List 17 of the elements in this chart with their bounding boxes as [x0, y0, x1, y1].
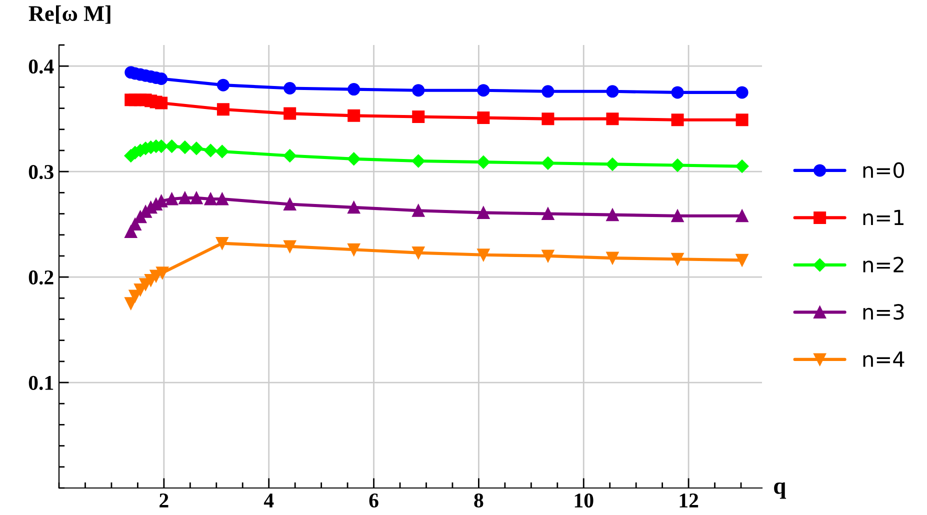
- y-tick-label: 0.1: [28, 376, 54, 390]
- y-tick-label: 0.2: [28, 270, 54, 285]
- x-tick-label: 8: [474, 493, 484, 508]
- legend-label: n=4: [863, 352, 904, 367]
- x-axis-title: q: [774, 482, 786, 499]
- y-tick-label: 0.4: [28, 59, 54, 74]
- legend-label: n=1: [863, 210, 904, 226]
- legend-label: n=2: [863, 256, 904, 272]
- x-tick-label: 2: [160, 494, 168, 508]
- legend-label: n=3: [863, 304, 904, 320]
- y-tick-label: 0.3: [28, 164, 54, 180]
- y-axis-title: Re[ω M]: [28, 5, 110, 24]
- legend-label: n=0: [863, 162, 904, 178]
- x-tick-label: 4: [264, 494, 274, 508]
- x-tick-label: 10: [574, 493, 594, 508]
- x-tick-label: 6: [369, 494, 378, 508]
- x-tick-label: 12: [680, 494, 698, 508]
